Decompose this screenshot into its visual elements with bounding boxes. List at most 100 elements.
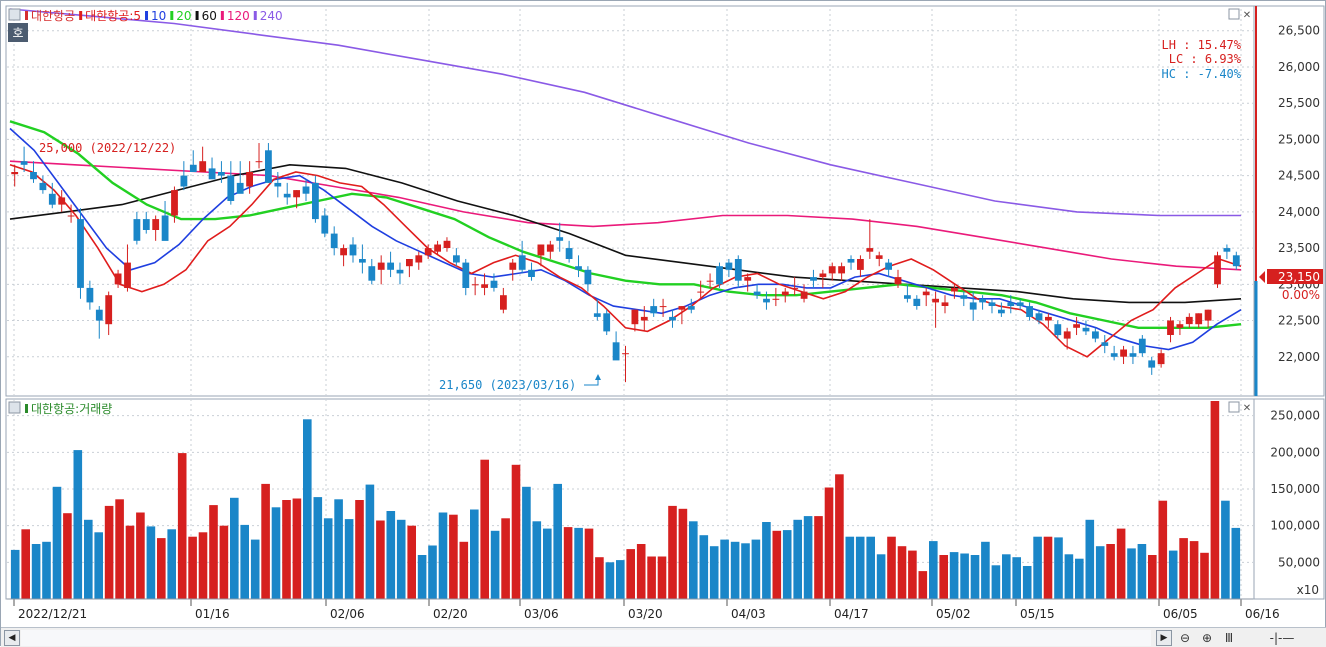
- candle-body: [471, 284, 479, 286]
- ma20-line: [9, 120, 1242, 329]
- date-axis: 2022/12/21 01/16 02/06 02/20 03/06 03/20 04/03…: [7, 598, 1280, 621]
- volume-bar: [334, 499, 343, 599]
- volume-legend-collapse-icon[interactable]: [8, 401, 21, 414]
- legend-item: 20: [176, 9, 191, 23]
- candle-body: [11, 172, 19, 175]
- volume-bar: [563, 527, 573, 599]
- price-axis-area: [1253, 5, 1325, 397]
- candle-body: [274, 182, 282, 187]
- zoom-in-icon[interactable]: ⊕: [1201, 631, 1213, 645]
- candle: [979, 295, 986, 310]
- date-label: 02/20: [433, 607, 468, 621]
- candle-body: [387, 262, 394, 270]
- candle: [819, 269, 827, 288]
- candle: [58, 190, 66, 212]
- legend-collapse-icon[interactable]: [8, 8, 21, 21]
- candle-body: [302, 186, 310, 194]
- date-label: 05/15: [1020, 607, 1055, 621]
- candle: [518, 240, 526, 274]
- volume-bar: [501, 518, 510, 599]
- price-panel-close-icon[interactable]: ✕: [1243, 10, 1251, 21]
- price-axis-label: 25,500: [1278, 96, 1320, 110]
- candle-width-icon[interactable]: Ⅲ: [1224, 631, 1234, 645]
- candle-body: [1204, 309, 1212, 321]
- candle: [377, 255, 385, 285]
- horizontal-scrollbar[interactable]: ◀ ▶ ⊖ ⊕ Ⅲ -|-—: [1, 627, 1326, 647]
- candle: [105, 291, 113, 336]
- candle: [1129, 345, 1137, 365]
- current-price-arrow: [1259, 271, 1265, 283]
- candle-body: [208, 168, 216, 180]
- legend-swatch: [253, 11, 257, 20]
- candle: [866, 219, 874, 259]
- candle: [387, 251, 394, 278]
- legend-swatch: [79, 11, 83, 20]
- corner-badge[interactable]: [8, 23, 28, 42]
- volume-bar: [1127, 548, 1136, 599]
- stat-hc: HC : -7.40%: [1162, 67, 1242, 81]
- candle-body: [913, 298, 921, 306]
- candle: [753, 284, 761, 299]
- candle: [1026, 302, 1033, 321]
- date-label: 03/20: [628, 607, 663, 621]
- candle: [687, 298, 695, 314]
- volume-bar: [616, 560, 625, 599]
- candle-body: [227, 175, 235, 201]
- volume-bar: [1002, 554, 1011, 599]
- candle: [349, 237, 357, 263]
- volume-bar: [1137, 544, 1147, 599]
- zoom-out-icon[interactable]: ⊖: [1179, 631, 1191, 645]
- volume-bar: [626, 549, 635, 599]
- candle: [838, 262, 845, 281]
- volume-bar: [125, 525, 135, 599]
- candle-body: [885, 262, 892, 270]
- legend-item: 대한항공:5: [85, 9, 141, 23]
- scroll-right-button[interactable]: ▶: [1156, 630, 1172, 646]
- volume-bar: [1179, 538, 1188, 599]
- price-axis-label: 22,500: [1278, 314, 1320, 328]
- period-slider-icon[interactable]: -|-—: [1269, 631, 1295, 645]
- candle-body: [377, 262, 385, 270]
- ma240-line: [9, 8, 1241, 217]
- volume-bar: [63, 513, 72, 599]
- volume-bar: [918, 571, 928, 599]
- volume-panel-close-icon[interactable]: ✕: [1243, 403, 1251, 414]
- scroll-track[interactable]: [21, 630, 1151, 646]
- candle: [640, 306, 648, 332]
- candle-body: [114, 273, 122, 285]
- candle-body: [161, 215, 169, 241]
- candle-body: [584, 269, 592, 285]
- candle: [1110, 345, 1118, 361]
- candle-body: [1035, 313, 1043, 321]
- volume-bar: [323, 518, 333, 599]
- candle-body: [1148, 360, 1156, 368]
- candle: [133, 211, 141, 245]
- volume-bar: [605, 562, 615, 599]
- candle-body: [847, 259, 855, 263]
- candle: [368, 258, 376, 285]
- price-panel-restore-icon[interactable]: [1228, 8, 1240, 20]
- volume-bar: [939, 555, 948, 599]
- price-axis-label: 24,000: [1278, 205, 1320, 219]
- volume-axis-label: 200,000: [1270, 445, 1320, 459]
- candle: [734, 255, 742, 288]
- price-axis-label: 25,000: [1278, 132, 1320, 146]
- volume-panel-restore-icon[interactable]: [1228, 401, 1240, 413]
- candle: [631, 309, 639, 332]
- candle-body: [1167, 320, 1174, 335]
- scroll-left-button[interactable]: ◀: [4, 630, 20, 646]
- candle: [828, 262, 836, 281]
- volume-bar: [970, 555, 980, 599]
- volume-bar: [1116, 528, 1126, 599]
- candle-body: [922, 291, 930, 296]
- candle-body: [48, 193, 56, 205]
- candle: [443, 237, 451, 252]
- volume-bar: [689, 521, 698, 599]
- volume-bar: [1054, 537, 1063, 599]
- current-change-label: 0.00%: [1282, 288, 1320, 302]
- candle: [857, 255, 864, 278]
- candle-body: [838, 266, 845, 274]
- candle: [11, 164, 19, 187]
- candle-body: [1110, 353, 1118, 357]
- grid-lines: [7, 9, 1253, 599]
